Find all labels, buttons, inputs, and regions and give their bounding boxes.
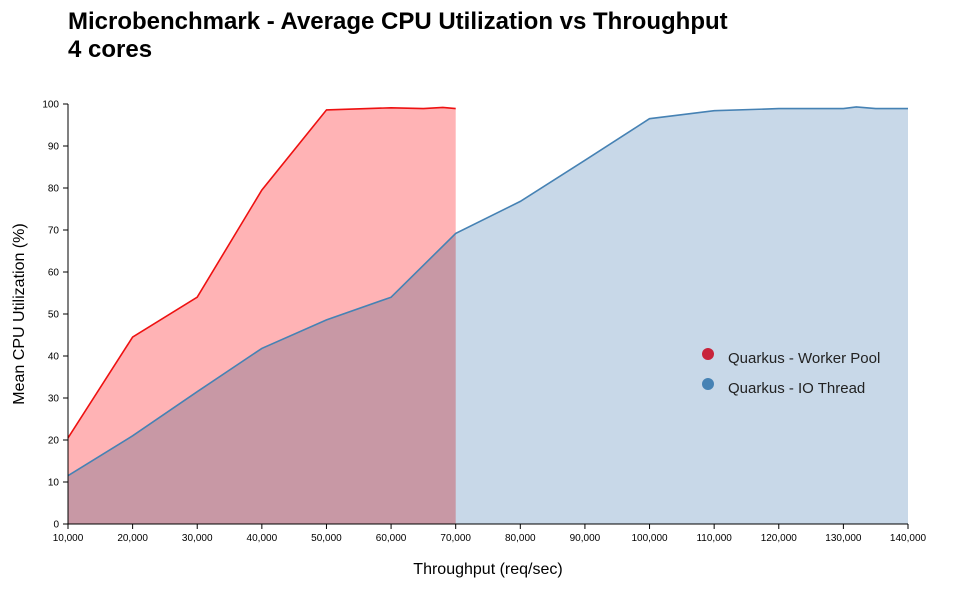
- x-tick-label: 110,000: [696, 533, 732, 544]
- legend: Quarkus - Worker Pool Quarkus - IO Thread: [702, 348, 880, 397]
- x-tick-label: 140,000: [890, 533, 927, 544]
- x-tick-label: 10,000: [53, 533, 84, 544]
- chart-title: Microbenchmark - Average CPU Utilization…: [68, 8, 728, 35]
- x-tick-label: 40,000: [247, 533, 278, 544]
- y-tick-label: 80: [48, 184, 60, 195]
- legend-label: Quarkus - IO Thread: [728, 380, 865, 397]
- y-tick-label: 50: [48, 310, 60, 321]
- y-tick-label: 100: [42, 100, 59, 111]
- y-tick-label: 60: [48, 268, 60, 279]
- quarkus-worker-pool-line: [67, 106, 456, 439]
- legend-marker: [702, 348, 714, 360]
- x-tick-label: 100,000: [631, 533, 668, 544]
- x-tick-label: 30,000: [182, 533, 213, 544]
- axes: 0 10 20 30 40 50 60 70 80 90 100 10,000 20,000 30,000…: [42, 100, 926, 545]
- y-axis-label: Mean CPU Utilization (%): [11, 223, 28, 404]
- y-tick-label: 40: [48, 352, 60, 363]
- x-tick-label: 20,000: [117, 533, 148, 544]
- quarkus-worker-pool-area: [68, 107, 456, 525]
- x-tick-label: 120,000: [761, 533, 798, 544]
- x-tick-label: 50,000: [311, 533, 342, 544]
- y-tick-label: 10: [48, 478, 60, 489]
- x-tick-label: 90,000: [570, 533, 601, 544]
- quarkus-io-thread-line: [67, 106, 908, 477]
- x-tick-label: 60,000: [376, 533, 407, 544]
- chart-subtitle: 4 cores: [68, 36, 153, 63]
- x-axis-label: Throughput (req/sec): [413, 561, 562, 578]
- y-tick-label: 0: [53, 520, 59, 531]
- x-tick-label: 80,000: [505, 533, 536, 544]
- series-areas: [68, 106, 908, 525]
- x-tick-label: 70,000: [440, 533, 471, 544]
- legend-marker: [702, 378, 714, 390]
- x-tick-label: 130,000: [825, 533, 862, 544]
- y-tick-label: 30: [48, 394, 60, 405]
- series-lines: [67, 106, 908, 477]
- y-tick-label: 20: [48, 436, 60, 447]
- legend-label: Quarkus - Worker Pool: [728, 350, 880, 367]
- y-tick-label: 70: [48, 226, 60, 237]
- y-tick-label: 90: [48, 142, 60, 153]
